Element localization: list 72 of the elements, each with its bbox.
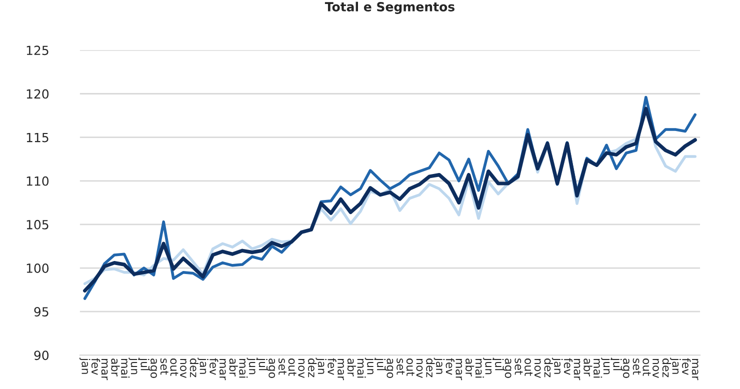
x-tick-label: abr bbox=[229, 358, 238, 376]
x-tick-label: mai bbox=[475, 358, 484, 378]
x-tick-label: jun bbox=[364, 358, 376, 374]
x-tick-label: nov bbox=[534, 358, 541, 378]
x-tick-label: jun bbox=[483, 358, 494, 374]
y-tick-label: 105 bbox=[26, 220, 48, 230]
x-tick-label: set bbox=[396, 358, 405, 375]
x-tick-label: ago bbox=[266, 358, 276, 378]
x-tick-label: ago bbox=[384, 358, 394, 378]
x-tick-label: jun bbox=[128, 358, 140, 374]
x-tick-label: mai bbox=[593, 358, 602, 378]
x-tick-label: nov bbox=[180, 358, 186, 378]
y-tick-label: 100 bbox=[26, 263, 49, 273]
x-tick-label: dez bbox=[308, 358, 317, 378]
x-tick-label: dez bbox=[544, 358, 553, 378]
x-tick-label: out bbox=[288, 358, 296, 376]
y-tick-label: 90 bbox=[34, 350, 49, 360]
y-tick-label: 115 bbox=[26, 132, 48, 142]
y-tick-label: 95 bbox=[34, 307, 48, 317]
x-tick-label: ago bbox=[502, 358, 512, 378]
x-tick-label: abr bbox=[347, 358, 356, 376]
y-tick-label: 110 bbox=[26, 176, 49, 186]
x-tick-label: mar bbox=[692, 358, 698, 380]
x-tick-label: fev bbox=[91, 358, 100, 375]
x-tick-label: jan bbox=[198, 358, 208, 374]
x-tick-label: set bbox=[278, 358, 286, 375]
x-tick-label: jul bbox=[374, 358, 386, 370]
x-tick-label: mai bbox=[239, 358, 248, 378]
x-tick-label: mar bbox=[101, 358, 108, 380]
x-tick-label: jan bbox=[79, 358, 90, 374]
x-tick-label: jul bbox=[610, 358, 622, 370]
x-tick-label: out bbox=[406, 358, 414, 376]
x-tick-label: mai bbox=[357, 358, 366, 378]
x-tick-label: mar bbox=[219, 358, 226, 380]
x-tick-label: jan bbox=[552, 358, 563, 374]
x-tick-label: jan bbox=[316, 358, 326, 374]
x-tick-label: fev bbox=[564, 358, 573, 375]
x-tick-label: fev bbox=[682, 358, 691, 375]
x-tick-label: fev bbox=[328, 358, 336, 375]
x-tick-label: jan bbox=[670, 358, 681, 374]
x-tick-label: mar bbox=[456, 358, 462, 380]
x-tick-label: abr bbox=[584, 358, 592, 376]
x-tick-label: fev bbox=[446, 358, 454, 375]
x-tick-label: mar bbox=[338, 358, 344, 380]
x-tick-label: set bbox=[632, 358, 641, 375]
x-tick-label: ago bbox=[620, 358, 630, 378]
x-tick-label: fev bbox=[210, 358, 218, 375]
x-tick-label: nov bbox=[652, 358, 659, 378]
x-tick-label: jul bbox=[492, 358, 504, 370]
x-tick-label: dez bbox=[190, 358, 198, 378]
x-tick-label: ago bbox=[148, 358, 157, 378]
x-tick-label: jul bbox=[256, 358, 268, 370]
chart-title: Total e Segmentos bbox=[324, 2, 454, 14]
x-tick-label: jun bbox=[601, 358, 612, 374]
x-tick-label: abr bbox=[466, 358, 474, 376]
x-tick-label: out bbox=[642, 358, 651, 376]
x-tick-label: abr bbox=[111, 358, 120, 376]
x-tick-label: jan bbox=[434, 358, 445, 374]
y-tick-label: 120 bbox=[26, 89, 49, 99]
x-tick-label: set bbox=[514, 358, 523, 375]
x-tick-label: nov bbox=[298, 358, 305, 378]
x-tick-label: mar bbox=[574, 358, 580, 380]
x-tick-label: jun bbox=[246, 358, 258, 374]
x-tick-label: dez bbox=[426, 358, 435, 378]
x-tick-label: mai bbox=[120, 358, 130, 378]
x-tick-label: jul bbox=[138, 358, 150, 370]
y-tick-label: 125 bbox=[26, 46, 48, 56]
x-tick-label: set bbox=[160, 358, 168, 375]
x-tick-label: nov bbox=[416, 358, 423, 378]
x-tick-label: out bbox=[524, 358, 533, 376]
x-tick-label: out bbox=[170, 358, 178, 376]
x-tick-label: dez bbox=[662, 358, 671, 378]
